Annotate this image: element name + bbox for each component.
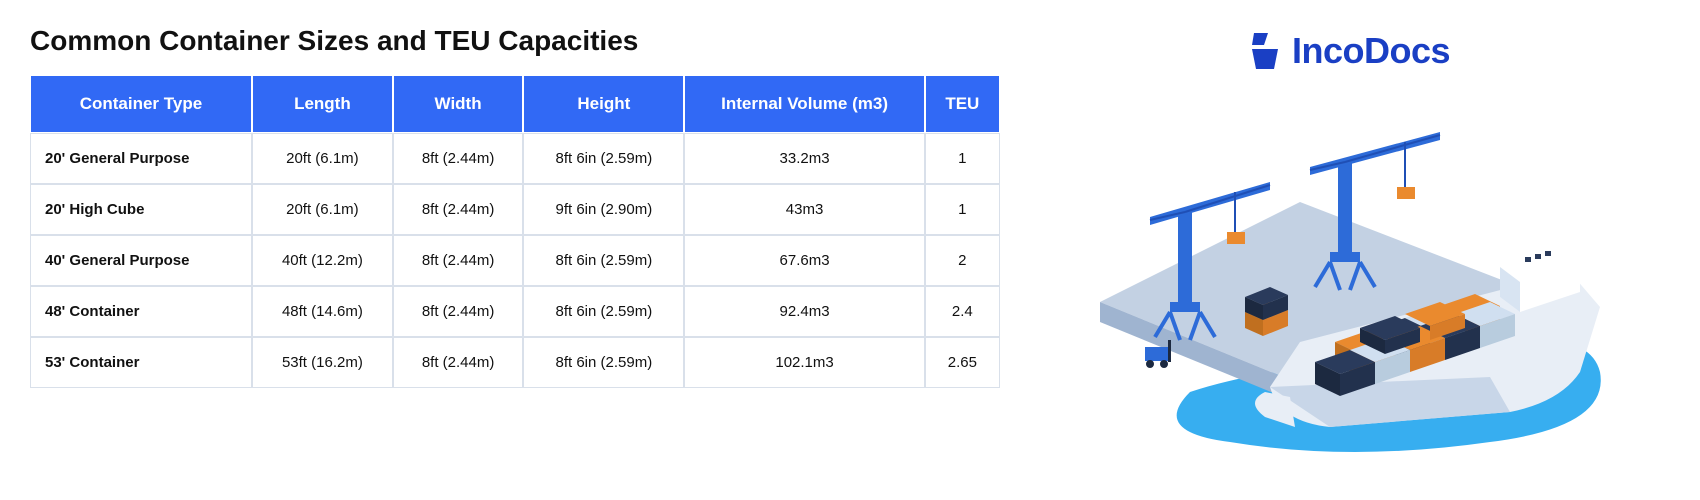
cell: 40' General Purpose (30, 235, 252, 286)
branding-section: IncoDocs (1030, 25, 1670, 475)
table-row: 53' Container 53ft (16.2m) 8ft (2.44m) 8… (30, 337, 1000, 388)
cell: 9ft 6in (2.90m) (523, 184, 684, 235)
cell: 8ft (2.44m) (393, 133, 523, 184)
brand-name: IncoDocs (1292, 30, 1450, 72)
table-header-row: Container Type Length Width Height Inter… (30, 75, 1000, 133)
cell: 8ft (2.44m) (393, 337, 523, 388)
cell: 8ft (2.44m) (393, 235, 523, 286)
cell: 48ft (14.6m) (252, 286, 393, 337)
cell: 8ft (2.44m) (393, 184, 523, 235)
page-title: Common Container Sizes and TEU Capacitie… (30, 25, 1000, 57)
col-header: Internal Volume (m3) (684, 75, 924, 133)
cell: 1 (925, 184, 1000, 235)
col-header: Length (252, 75, 393, 133)
cell: 2.65 (925, 337, 1000, 388)
port-illustration (1070, 92, 1630, 452)
table-row: 20' General Purpose 20ft (6.1m) 8ft (2.4… (30, 133, 1000, 184)
cell: 20' General Purpose (30, 133, 252, 184)
table-row: 40' General Purpose 40ft (12.2m) 8ft (2.… (30, 235, 1000, 286)
cell: 8ft 6in (2.59m) (523, 235, 684, 286)
cell: 20ft (6.1m) (252, 133, 393, 184)
cell: 67.6m3 (684, 235, 924, 286)
col-header: TEU (925, 75, 1000, 133)
table-section: Common Container Sizes and TEU Capacitie… (30, 25, 1000, 475)
col-header: Width (393, 75, 523, 133)
table-row: 20' High Cube 20ft (6.1m) 8ft (2.44m) 9f… (30, 184, 1000, 235)
cell: 40ft (12.2m) (252, 235, 393, 286)
cell: 8ft 6in (2.59m) (523, 286, 684, 337)
cell: 8ft 6in (2.59m) (523, 133, 684, 184)
container-table: Container Type Length Width Height Inter… (30, 75, 1000, 388)
cell: 43m3 (684, 184, 924, 235)
col-header: Container Type (30, 75, 252, 133)
cell: 53ft (16.2m) (252, 337, 393, 388)
cell: 1 (925, 133, 1000, 184)
cell: 8ft 6in (2.59m) (523, 337, 684, 388)
logo-mark-icon (1250, 31, 1282, 71)
cell: 2 (925, 235, 1000, 286)
cell: 20' High Cube (30, 184, 252, 235)
cell: 53' Container (30, 337, 252, 388)
cell: 33.2m3 (684, 133, 924, 184)
brand-logo: IncoDocs (1250, 30, 1450, 72)
cell: 92.4m3 (684, 286, 924, 337)
cell: 102.1m3 (684, 337, 924, 388)
col-header: Height (523, 75, 684, 133)
cell: 2.4 (925, 286, 1000, 337)
cell: 48' Container (30, 286, 252, 337)
cell: 8ft (2.44m) (393, 286, 523, 337)
table-row: 48' Container 48ft (14.6m) 8ft (2.44m) 8… (30, 286, 1000, 337)
cell: 20ft (6.1m) (252, 184, 393, 235)
